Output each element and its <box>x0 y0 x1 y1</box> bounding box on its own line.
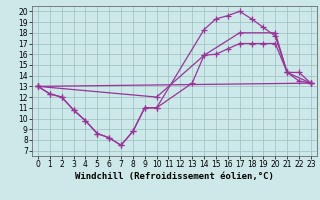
X-axis label: Windchill (Refroidissement éolien,°C): Windchill (Refroidissement éolien,°C) <box>75 172 274 181</box>
